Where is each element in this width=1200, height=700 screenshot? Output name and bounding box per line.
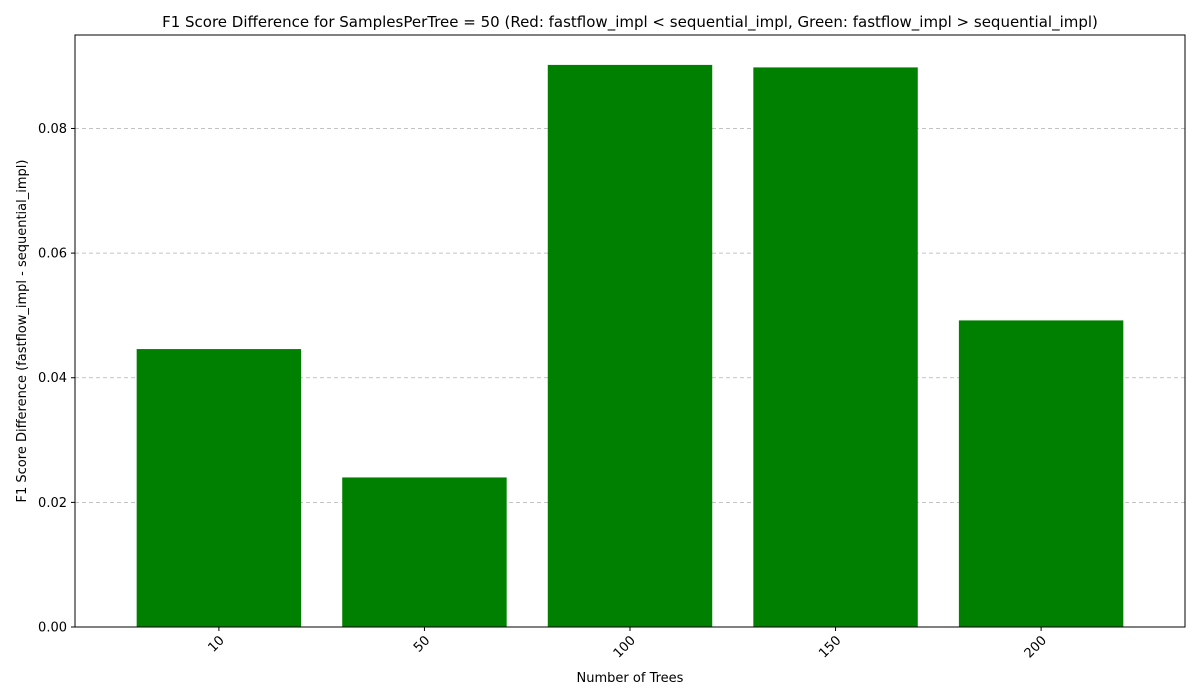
bar-150 [753, 67, 918, 627]
y-tick-label: 0.04 [38, 371, 67, 386]
y-tick-label: 0.06 [38, 247, 67, 262]
y-tick-label: 0.08 [38, 122, 67, 137]
x-axis: 10 50 100 150 200 [205, 627, 1050, 661]
bar-100 [547, 64, 713, 628]
bar-50 [342, 477, 507, 627]
x-tick-label: 100 [611, 633, 639, 661]
chart-title: F1 Score Difference for SamplesPerTree =… [162, 13, 1098, 32]
x-tick-label: 200 [1022, 633, 1050, 661]
bar-10 [136, 349, 302, 627]
bar-200 [958, 320, 1124, 627]
y-tick-label: 0.02 [38, 496, 67, 511]
x-tick-label: 150 [816, 633, 844, 661]
y-tick-label: 0.00 [38, 621, 67, 636]
x-axis-label: Number of Trees [577, 671, 684, 686]
x-tick-label: 50 [411, 633, 433, 655]
y-axis: 0.00 0.02 0.04 0.06 0.08 [38, 122, 75, 636]
y-axis-label: F1 Score Difference (fastflow_impl - seq… [15, 160, 30, 503]
bars-layer [136, 64, 1124, 628]
x-tick-label: 10 [205, 633, 227, 655]
